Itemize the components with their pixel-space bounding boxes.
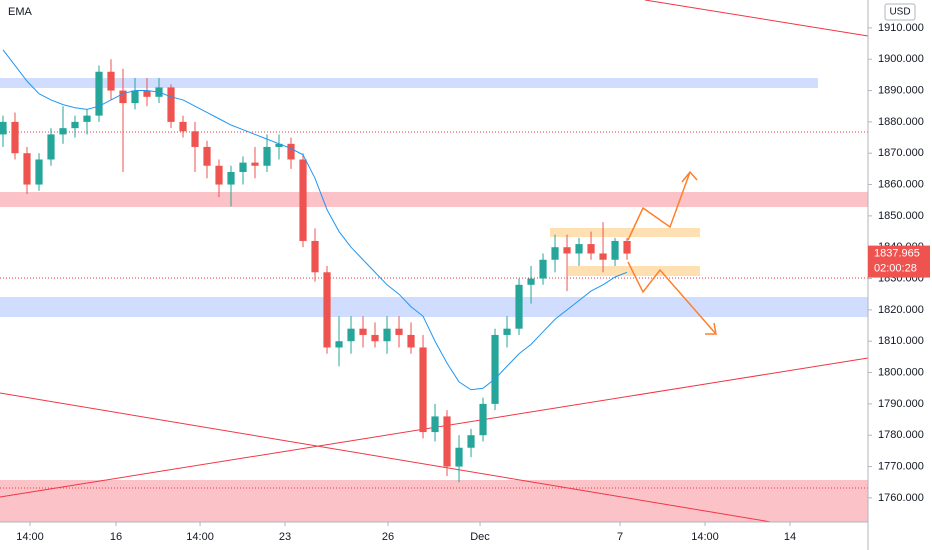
x-tick-label: 26	[382, 531, 394, 543]
candle-body	[59, 128, 67, 135]
candle-body	[323, 272, 331, 348]
arrow-path	[627, 171, 691, 241]
x-tick-label: 14	[784, 531, 796, 543]
x-tick-label: 23	[279, 531, 291, 543]
candle-body	[551, 247, 559, 260]
candle-body	[47, 134, 55, 160]
indicator-label: EMA	[8, 6, 33, 18]
x-tick-label: 14:00	[16, 531, 44, 543]
candle-body	[275, 143, 283, 147]
candle-body	[287, 143, 295, 160]
candle-body	[335, 341, 343, 348]
candle-body	[263, 146, 271, 166]
price-label: 1837.965	[874, 247, 920, 259]
ema-line	[2, 49, 628, 391]
zone	[550, 228, 700, 237]
candle-body	[515, 284, 523, 329]
candle-body	[611, 240, 619, 260]
candle-body	[491, 334, 499, 404]
candle-body	[251, 162, 259, 166]
candle-body	[167, 87, 175, 122]
candle-body	[23, 153, 31, 185]
countdown: 02:00:28	[874, 262, 917, 274]
candle-body	[107, 71, 115, 91]
candle-body	[299, 159, 307, 241]
zone	[0, 297, 868, 317]
candle-body	[539, 259, 547, 279]
zone	[568, 266, 700, 276]
drawings	[0, 0, 869, 525]
candle-body	[119, 90, 127, 104]
candle-body	[311, 240, 319, 273]
candle-body	[95, 71, 103, 116]
candle-body	[431, 416, 439, 433]
y-tick-label: 1890.000	[878, 84, 924, 96]
candle-body	[623, 240, 631, 254]
y-tick-label: 1790.000	[878, 398, 924, 410]
x-tick-label: Dec	[470, 531, 490, 543]
candle-body	[479, 403, 487, 436]
trend-line	[0, 392, 784, 525]
candle-body	[143, 90, 151, 97]
y-tick-label: 1810.000	[878, 335, 924, 347]
candle-body	[83, 115, 91, 122]
zone	[0, 78, 818, 88]
candle-body	[503, 328, 511, 335]
candle-body	[563, 247, 571, 254]
candle-body	[35, 159, 43, 185]
candle-body	[443, 416, 451, 467]
candle-body	[395, 328, 403, 335]
arrow-head	[681, 170, 698, 183]
candle-body	[419, 347, 427, 433]
y-tick-label: 1770.000	[878, 460, 924, 472]
candle-body	[0, 121, 7, 135]
currency: USD	[889, 7, 910, 18]
zone	[0, 192, 868, 207]
y-tick-label: 1860.000	[878, 178, 924, 190]
candle-body	[359, 328, 367, 335]
zone	[0, 480, 868, 522]
candle-body	[407, 334, 415, 348]
time-axis	[0, 522, 868, 550]
x-tick-label: 14:00	[691, 531, 719, 543]
y-tick-label: 1820.000	[878, 304, 924, 316]
candle-body	[587, 244, 595, 254]
y-tick-label: 1800.000	[878, 366, 924, 378]
x-tick-label: 14:00	[186, 531, 214, 543]
candle-body	[575, 244, 583, 254]
candles	[0, 49, 631, 483]
candle-body	[239, 162, 247, 173]
candle-body	[131, 90, 139, 104]
candle-body	[71, 121, 79, 129]
candle-body	[227, 172, 235, 185]
y-tick-label: 1780.000	[878, 429, 924, 441]
y-tick-label: 1850.000	[878, 210, 924, 222]
candle-body	[599, 253, 607, 260]
candle-body	[455, 447, 463, 467]
y-tick-label: 1760.000	[878, 492, 924, 504]
arrow-head	[705, 322, 717, 335]
y-tick-label: 1910.000	[878, 22, 924, 34]
x-tick-label: 7	[617, 531, 623, 543]
x-tick-label: 16	[110, 531, 122, 543]
currency-box	[884, 3, 916, 21]
y-tick-label: 1880.000	[878, 116, 924, 128]
price-badge	[868, 245, 930, 278]
candle-body	[11, 121, 19, 154]
candle-body	[371, 334, 379, 342]
candle-body	[467, 435, 475, 448]
trend-line	[644, 0, 869, 37]
y-tick-label: 1870.000	[878, 147, 924, 159]
candle-body	[347, 328, 355, 342]
candle-body	[191, 131, 199, 147]
candle-body	[215, 165, 223, 185]
candle-body	[383, 328, 391, 342]
candle-body	[203, 146, 211, 166]
arrow-path	[627, 261, 717, 335]
candle-body	[179, 121, 187, 132]
y-tick-label: 1900.000	[878, 53, 924, 65]
candle-body	[527, 278, 535, 285]
